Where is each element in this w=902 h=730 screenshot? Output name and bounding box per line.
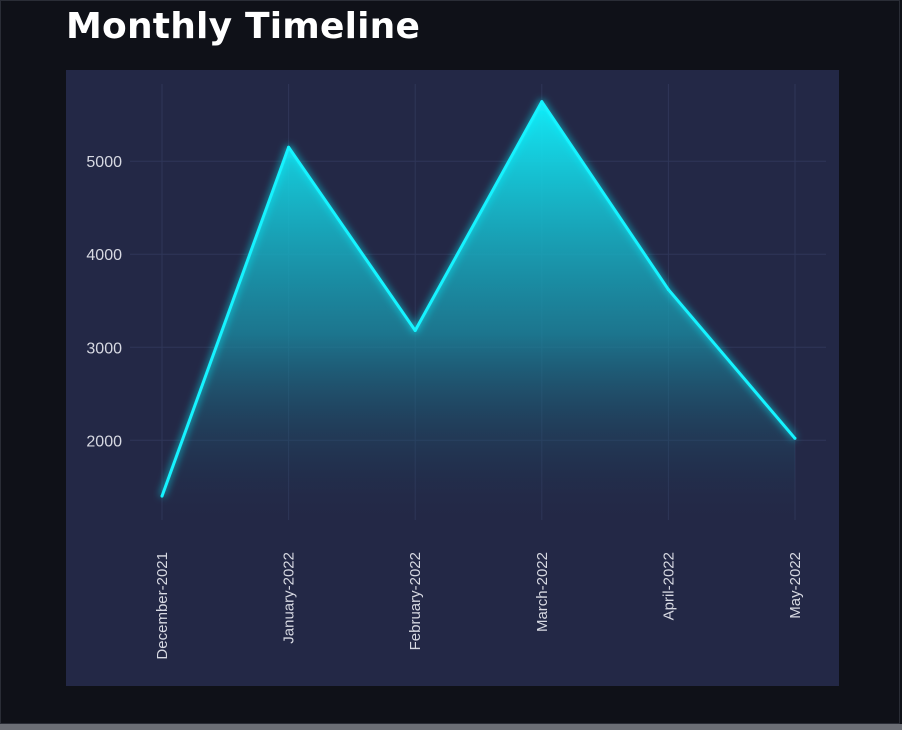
y-tick-label: 5000 <box>86 154 122 171</box>
data-point <box>540 100 544 104</box>
x-tick-label: January-2022 <box>281 552 298 644</box>
data-point <box>666 288 670 292</box>
x-tick-label: February-2022 <box>407 552 424 650</box>
series-line <box>160 100 797 497</box>
data-point <box>160 494 164 498</box>
y-axis-labels: 2000 3000 4000 5000 <box>86 154 122 450</box>
y-tick-label: 2000 <box>86 433 122 450</box>
x-tick-label: March-2022 <box>534 552 551 632</box>
line-layer <box>160 100 797 498</box>
data-point <box>287 145 291 149</box>
data-point <box>793 436 797 440</box>
y-tick-label: 3000 <box>86 340 122 357</box>
x-tick-label: December-2021 <box>154 552 171 660</box>
x-axis-labels: December-2021 January-2022 February-2022 Ma… <box>154 552 804 660</box>
y-tick-label: 4000 <box>86 247 122 264</box>
area-fill <box>162 101 795 525</box>
area-layer <box>162 101 795 525</box>
bottom-bar <box>0 724 902 730</box>
data-point <box>413 329 417 333</box>
x-tick-label: April-2022 <box>660 552 677 620</box>
chart-title: Monthly Timeline <box>66 6 421 47</box>
x-tick-label: May-2022 <box>787 552 804 619</box>
